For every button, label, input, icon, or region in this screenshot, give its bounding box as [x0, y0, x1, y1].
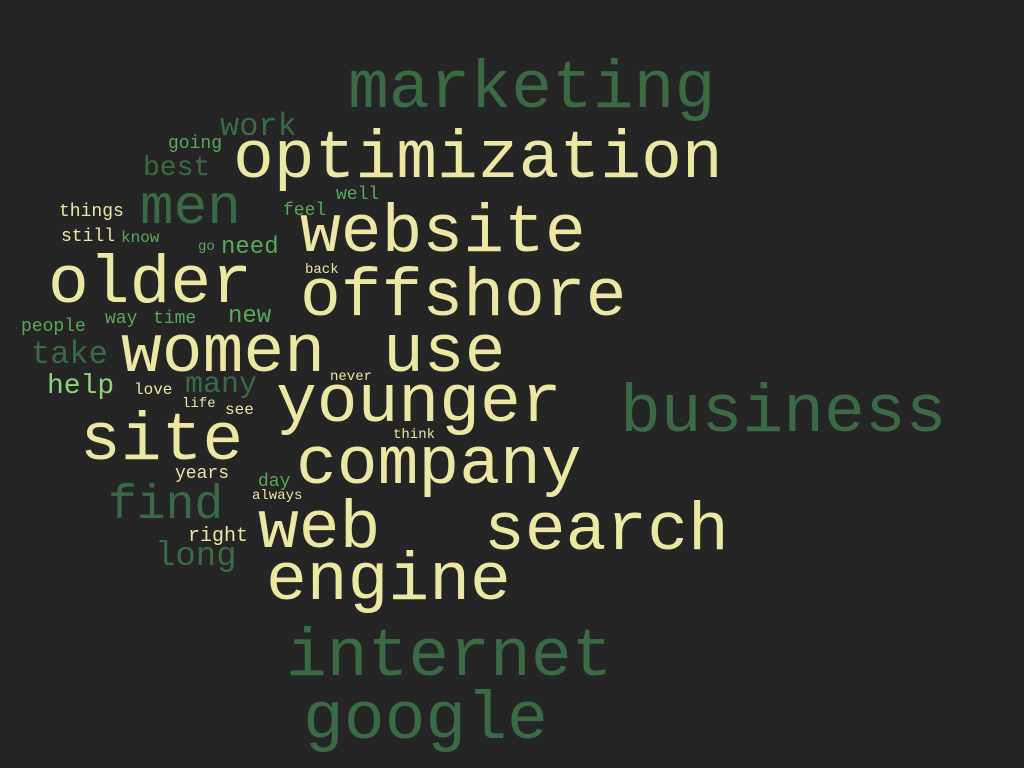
- word-website: website: [300, 195, 586, 272]
- word-love: love: [134, 381, 173, 399]
- word-back: back: [305, 262, 339, 278]
- word-use: use: [383, 315, 506, 392]
- word-always: always: [252, 488, 303, 504]
- word-search: search: [484, 493, 729, 570]
- word-company: company: [296, 427, 582, 504]
- word-marketing: marketing: [348, 51, 716, 128]
- word-new: new: [228, 303, 272, 330]
- word-day: day: [258, 472, 291, 492]
- word-internet: internet: [286, 619, 613, 696]
- word-think: think: [393, 427, 436, 443]
- word-life: life: [182, 396, 216, 412]
- word-need: need: [221, 234, 279, 261]
- word-business: business: [620, 375, 947, 452]
- word-things: things: [59, 202, 124, 222]
- word-help: help: [47, 371, 115, 402]
- word-way: way: [105, 309, 138, 329]
- word-optimization: optimization: [233, 121, 723, 198]
- word-well: well: [336, 185, 380, 205]
- word-offshore: offshore: [300, 259, 627, 336]
- word-know: know: [121, 229, 160, 247]
- word-never: never: [330, 369, 373, 385]
- word-many: many: [185, 368, 258, 402]
- word-work: work: [220, 108, 297, 145]
- word-web: web: [258, 491, 381, 568]
- word-years: years: [175, 464, 230, 484]
- word-long: long: [155, 538, 237, 576]
- word-women: women: [121, 315, 326, 392]
- word-time: time: [153, 309, 197, 329]
- word-men: men: [140, 176, 241, 240]
- word-take: take: [31, 336, 108, 373]
- word-feel: feel: [283, 201, 327, 221]
- word-younger: younger: [276, 365, 562, 442]
- word-go: go: [198, 239, 215, 255]
- word-going: going: [168, 134, 223, 154]
- word-site: site: [80, 403, 244, 480]
- word-see: see: [225, 401, 254, 419]
- word-engine: engine: [266, 543, 511, 620]
- word-best: best: [143, 153, 211, 184]
- word-right: right: [188, 525, 249, 548]
- word-google: google: [303, 682, 548, 759]
- word-still: still: [61, 227, 116, 247]
- word-people: people: [21, 317, 86, 337]
- word-find: find: [108, 479, 224, 533]
- word-older: older: [48, 246, 253, 323]
